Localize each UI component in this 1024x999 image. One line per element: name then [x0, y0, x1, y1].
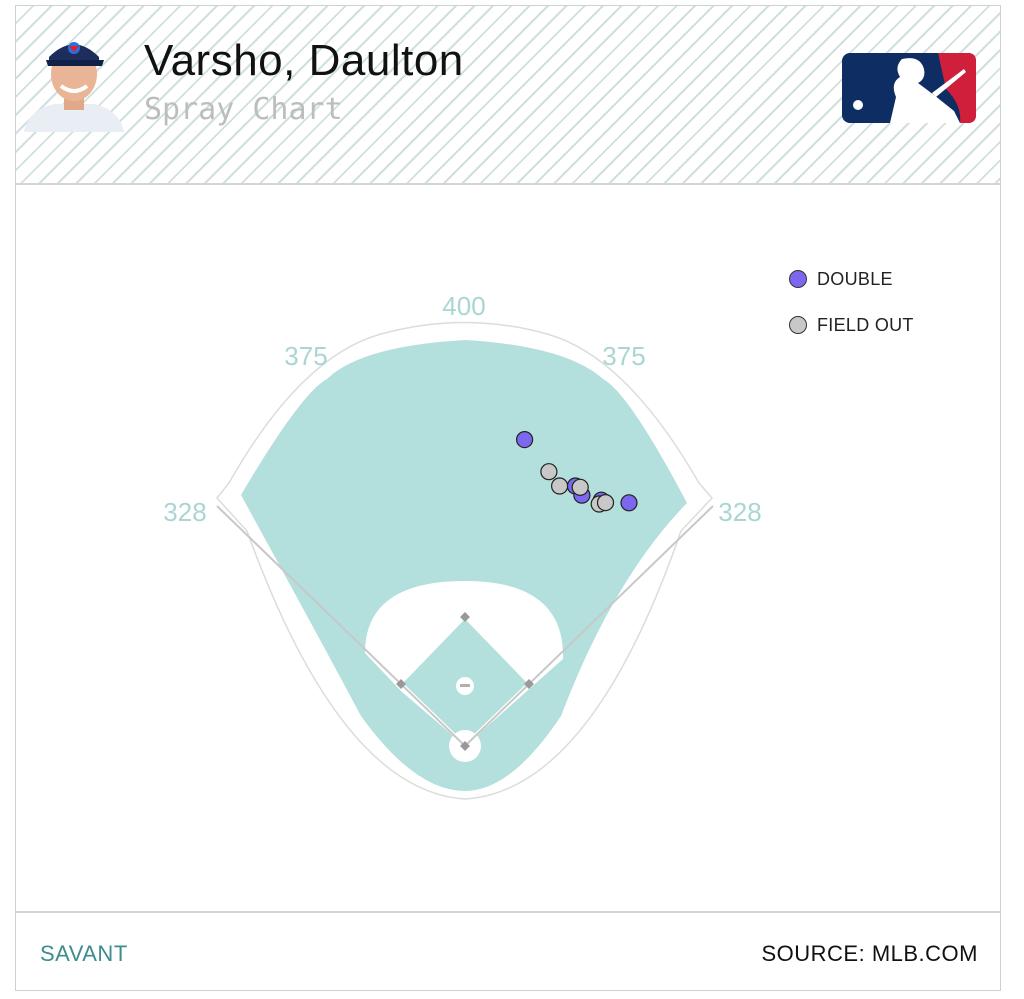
player-name: Varsho, Daulton: [144, 36, 464, 85]
legend-marker-double: [789, 270, 807, 288]
legend-item-double: DOUBLE: [789, 256, 914, 302]
left-foul-line: [216, 505, 466, 747]
legend-label-field-out: FIELD OUT: [817, 314, 914, 335]
field-out-point-2: [550, 477, 569, 495]
header-banner: Varsho, Daulton Spray Chart: [16, 6, 1000, 185]
legend: DOUBLE FIELD OUT: [789, 256, 914, 348]
legend-label-double: DOUBLE: [817, 268, 893, 289]
distance-label-right-center: 375: [602, 341, 645, 371]
distance-label-left-center: 375: [284, 341, 327, 371]
right-foul-line: [464, 505, 714, 747]
mlb-logo-icon: [842, 53, 976, 123]
player-headshot-icon: [24, 42, 124, 132]
second-base: [460, 612, 470, 622]
spray-chart-card: Varsho, Daulton Spray Chart 328 375 400 375…: [15, 5, 1001, 991]
double-point-5: [620, 494, 638, 512]
legend-item-field-out: FIELD OUT: [789, 302, 914, 348]
home-base: [460, 741, 470, 751]
chart-subtitle: Spray Chart: [144, 92, 343, 127]
double-point-1: [515, 431, 534, 449]
pitchers-rubber: [460, 684, 470, 687]
savant-link[interactable]: SAVANT: [40, 941, 128, 966]
field-out-point-5: [596, 494, 615, 512]
spray-field: 328 375 400 375 328: [163, 291, 762, 800]
distance-label-right-foul: 328: [718, 497, 761, 527]
outfield-grass: [241, 340, 687, 791]
distance-label-left-foul: 328: [163, 497, 206, 527]
third-base: [396, 679, 406, 689]
footer-divider: [16, 911, 1000, 913]
field-out-point-3: [571, 478, 589, 496]
source-label: SOURCE: MLB.COM: [761, 941, 978, 966]
distance-label-center: 400: [442, 291, 485, 321]
first-base: [524, 679, 534, 689]
legend-marker-field-out: [789, 316, 807, 334]
field-out-point-1: [540, 463, 558, 481]
